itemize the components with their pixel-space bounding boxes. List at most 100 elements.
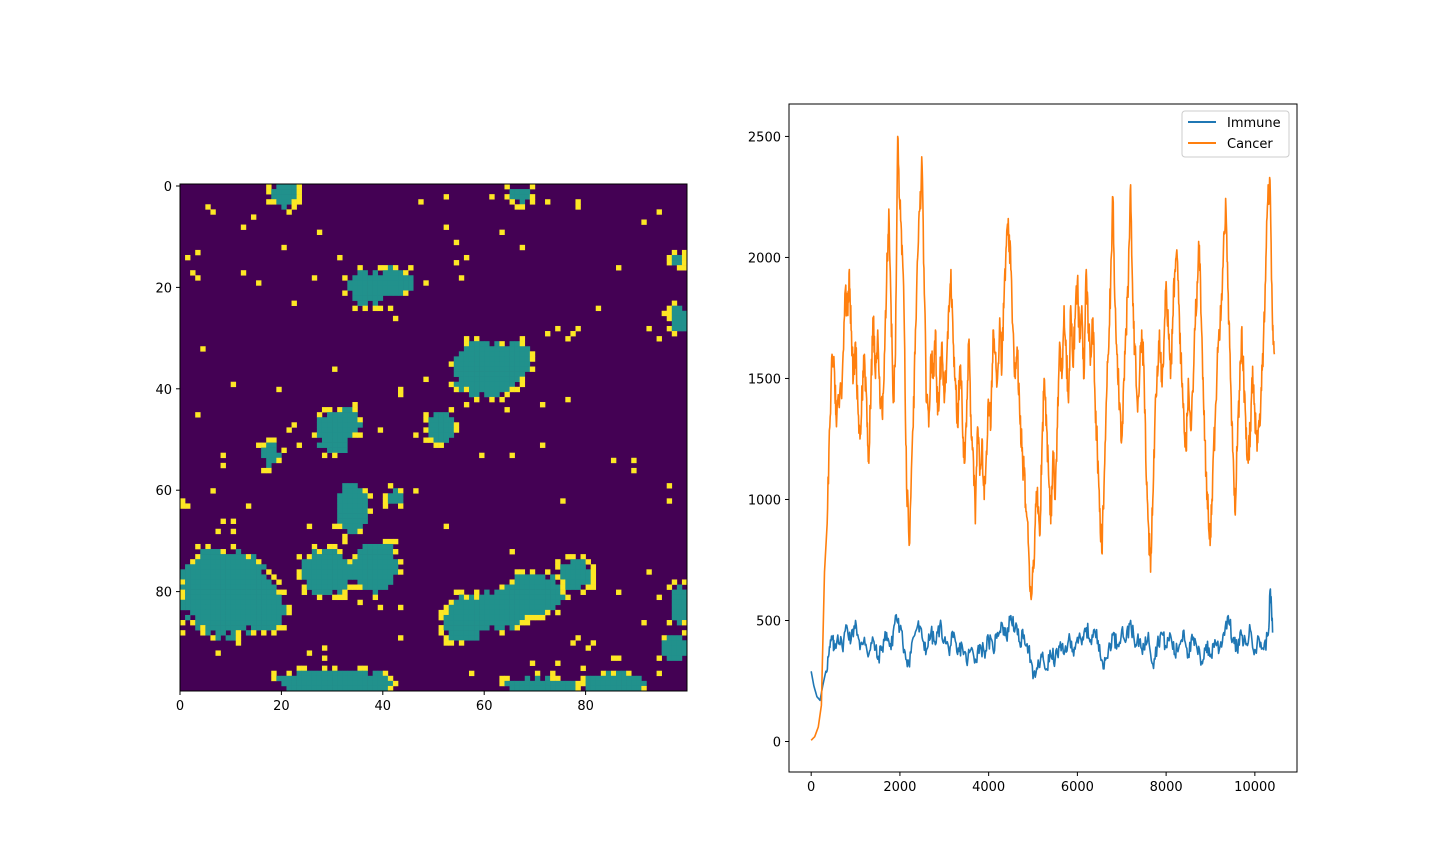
cancer-cell [250, 554, 257, 560]
cancer-cell [616, 685, 622, 692]
immune-cell [529, 569, 536, 575]
cancer-cell [524, 604, 531, 611]
cancer-cell [636, 680, 642, 687]
cancer-cell [332, 564, 338, 570]
immune-cell [681, 265, 688, 271]
cancer-cell [250, 574, 257, 580]
cancer-cell [362, 554, 368, 560]
cancer-cell [245, 584, 252, 590]
cancer-cell [367, 680, 373, 687]
cancer-cell [357, 300, 363, 306]
immune-cell [610, 655, 617, 661]
immune-cell [474, 594, 480, 601]
immune-cell [311, 432, 318, 438]
cancer-cell [286, 194, 292, 200]
cancer-cell [230, 594, 237, 601]
cancer-cell [590, 685, 597, 692]
cancer-cell [195, 625, 201, 631]
cancer-cell [468, 625, 475, 631]
cancer-cell [362, 503, 368, 509]
cancer-cell [377, 685, 384, 692]
immune-cell [357, 528, 363, 535]
cancer-cell [230, 635, 237, 641]
cancer-cell [484, 599, 490, 606]
immune-cell [550, 670, 556, 677]
cancer-cell [631, 680, 637, 687]
cancer-cell [382, 275, 389, 281]
immune-cell [519, 376, 526, 383]
immune-cell [443, 609, 450, 616]
cancer-cell [539, 584, 546, 590]
cancer-cell [337, 680, 343, 687]
cancer-cell [342, 498, 348, 504]
immune-cell [539, 442, 546, 448]
immune-cell [398, 559, 404, 565]
immune-cell [220, 452, 226, 459]
immune-cell [519, 341, 526, 347]
immune-cell [316, 412, 323, 418]
cancer-cell [220, 609, 226, 616]
immune-cell [661, 635, 668, 641]
cancer-cell [357, 574, 363, 580]
immune-cell [555, 325, 561, 332]
cancer-cell [484, 351, 490, 357]
cancer-cell [474, 609, 480, 616]
cancer-cell [230, 589, 237, 595]
cancer-cell [519, 579, 526, 585]
cancer-cell [484, 366, 490, 372]
cancer-cell [504, 609, 510, 616]
cancer-cell [245, 630, 252, 636]
immune-cell [616, 589, 622, 595]
cancer-cell [636, 685, 642, 692]
immune-cell [666, 325, 673, 332]
immune-cell [681, 579, 688, 585]
cancer-cell [367, 543, 373, 550]
immune-cell [377, 305, 384, 312]
cancer-cell [205, 609, 211, 616]
immune-cell [296, 199, 302, 205]
immune-cell [656, 209, 662, 215]
cancer-cell [453, 371, 460, 377]
cancer-cell [474, 376, 480, 383]
immune-cell [200, 625, 206, 631]
cancer-cell [555, 680, 561, 687]
cancer-cell [398, 498, 404, 504]
cancer-cell [347, 574, 353, 580]
cancer-cell [448, 609, 455, 616]
cancer-cell [235, 569, 242, 575]
cancer-cell [256, 564, 262, 570]
cancer-cell [575, 584, 581, 590]
cancer-cell [327, 442, 333, 448]
cancer-cell [377, 670, 384, 677]
cancer-cell [489, 361, 495, 367]
series-line-cancer [810, 135, 1276, 741]
cancer-cell [676, 305, 683, 312]
cancer-cell [250, 609, 257, 616]
cancer-cell [509, 376, 515, 383]
cancer-cell [474, 346, 480, 352]
cancer-cell [387, 493, 394, 499]
cancer-cell [332, 579, 338, 585]
cancer-cell [210, 620, 216, 626]
cancer-cell [504, 599, 510, 606]
cancer-cell [514, 584, 520, 590]
cancer-cell [362, 559, 368, 565]
cancer-cell [479, 366, 485, 372]
cancer-cell [671, 310, 678, 317]
immune-cell [626, 670, 632, 677]
immune-cell [220, 518, 226, 524]
cancer-cell [337, 508, 343, 514]
cancer-cell [509, 346, 515, 352]
cancer-cell [332, 427, 338, 433]
immune-cell [382, 670, 389, 677]
cancer-cell [463, 356, 470, 362]
immune-cell [463, 254, 470, 261]
cancer-cell [357, 670, 363, 677]
cancer-cell [519, 371, 526, 377]
cancer-cell [671, 640, 678, 646]
cancer-cell [347, 523, 353, 530]
cancer-cell [225, 569, 231, 575]
cancer-cell [190, 609, 196, 616]
immune-cell [443, 604, 450, 611]
cancer-cell [392, 275, 399, 281]
